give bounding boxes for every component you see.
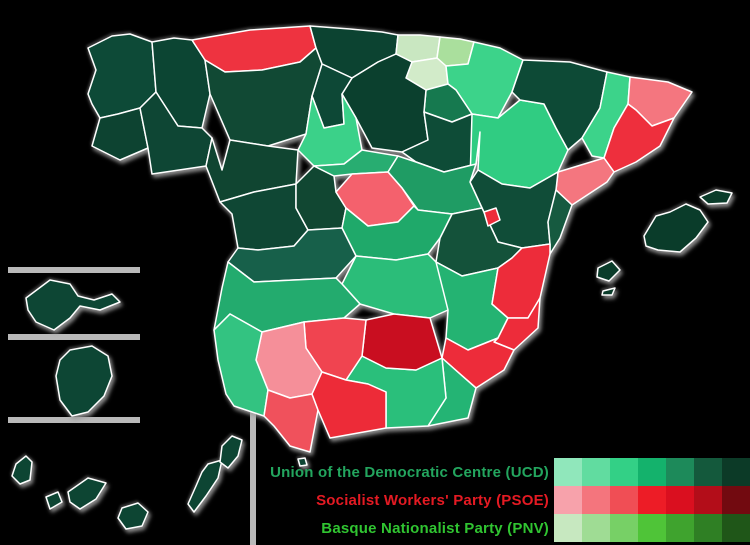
legend-swatch <box>638 458 666 486</box>
legend-swatches-psoe <box>554 486 750 514</box>
province-lapalma: La Palma <box>11 455 33 485</box>
legend-swatches-ucd <box>554 458 750 486</box>
province-lanzarote: Lanzarote <box>219 435 243 469</box>
legend-swatch <box>666 458 694 486</box>
province-formentera: Formentera <box>601 287 616 296</box>
legend-swatch <box>554 514 582 542</box>
province-insetB: Inset island (bottom) <box>55 345 113 417</box>
inset-divider <box>8 417 140 423</box>
province-huesca: Huesca <box>511 59 608 151</box>
province-leon: León <box>204 47 323 147</box>
legend-label-psoe: Socialist Workers' Party (PSOE) <box>316 491 549 509</box>
province-menorca: Menorca <box>699 189 733 205</box>
legend-swatches-pnv <box>554 514 750 542</box>
province-ourense: Ourense <box>139 91 213 175</box>
province-ademuz: Valencia (Rincón de Ademuz) <box>483 207 501 227</box>
province-jaen: Jaén <box>361 313 443 371</box>
legend-swatch <box>554 458 582 486</box>
province-insetA: Inset island (top) <box>25 279 121 331</box>
inset-divider <box>8 334 140 340</box>
province-gomera: La Gomera <box>45 491 63 510</box>
province-tenerife: Tenerife <box>67 477 107 510</box>
legend-swatch <box>610 514 638 542</box>
legend-swatch <box>722 458 750 486</box>
legend-swatch <box>638 486 666 514</box>
legend-swatch <box>638 514 666 542</box>
province-mallorca: Mallorca <box>643 203 709 253</box>
legend-swatch <box>694 486 722 514</box>
legend-swatch <box>610 486 638 514</box>
province-malaga: Málaga <box>311 371 387 439</box>
province-ceuta: Ceuta <box>297 457 308 467</box>
legend-swatch <box>722 486 750 514</box>
province-cadiz: Cádiz <box>263 389 319 453</box>
province-layer: A CoruñaLugoPontevedraOurenseAsturiasCan… <box>11 25 733 530</box>
legend-label-pnv: Basque Nationalist Party (PNV) <box>321 519 549 537</box>
legend-row-ucd: Union of the Democratic Centre (UCD) <box>270 458 750 486</box>
legend-swatch <box>582 486 610 514</box>
province-grancanaria: Gran Canaria <box>117 502 149 530</box>
legend-swatch <box>694 458 722 486</box>
province-barcelona: Barcelona <box>603 103 675 173</box>
legend-swatch <box>666 514 694 542</box>
inset-frame-rules <box>8 267 256 545</box>
province-valladolid: Valladolid <box>297 93 363 167</box>
legend-label-ucd: Union of the Democratic Centre (UCD) <box>270 463 549 481</box>
legend-swatch <box>610 458 638 486</box>
inset-divider <box>8 267 140 273</box>
legend-swatch <box>694 514 722 542</box>
legend-swatch <box>582 458 610 486</box>
legend-swatch <box>582 514 610 542</box>
legend-row-psoe: Socialist Workers' Party (PSOE) <box>270 486 750 514</box>
legend-swatch <box>554 486 582 514</box>
canary-inset-divider <box>250 405 256 545</box>
province-ibiza: Ibiza <box>596 260 621 282</box>
legend-swatch <box>666 486 694 514</box>
map-legend: Union of the Democratic Centre (UCD) Soc… <box>270 458 750 542</box>
legend-swatch <box>722 514 750 542</box>
legend-row-pnv: Basque Nationalist Party (PNV) <box>270 514 750 542</box>
province-fuerteventura: Fuerteventura <box>187 459 223 513</box>
